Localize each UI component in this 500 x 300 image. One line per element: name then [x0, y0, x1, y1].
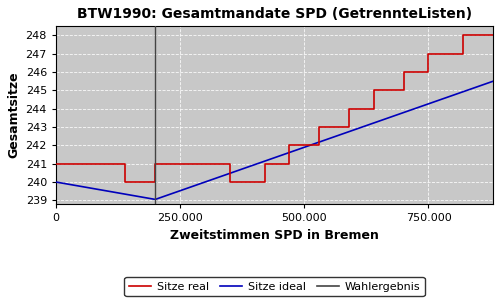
- Title: BTW1990: Gesamtmandate SPD (GetrennteListen): BTW1990: Gesamtmandate SPD (GetrennteLis…: [77, 7, 472, 21]
- Legend: Sitze real, Sitze ideal, Wahlergebnis: Sitze real, Sitze ideal, Wahlergebnis: [124, 277, 424, 296]
- X-axis label: Zweitstimmen SPD in Bremen: Zweitstimmen SPD in Bremen: [170, 229, 379, 242]
- Y-axis label: Gesamtsitze: Gesamtsitze: [7, 72, 20, 158]
